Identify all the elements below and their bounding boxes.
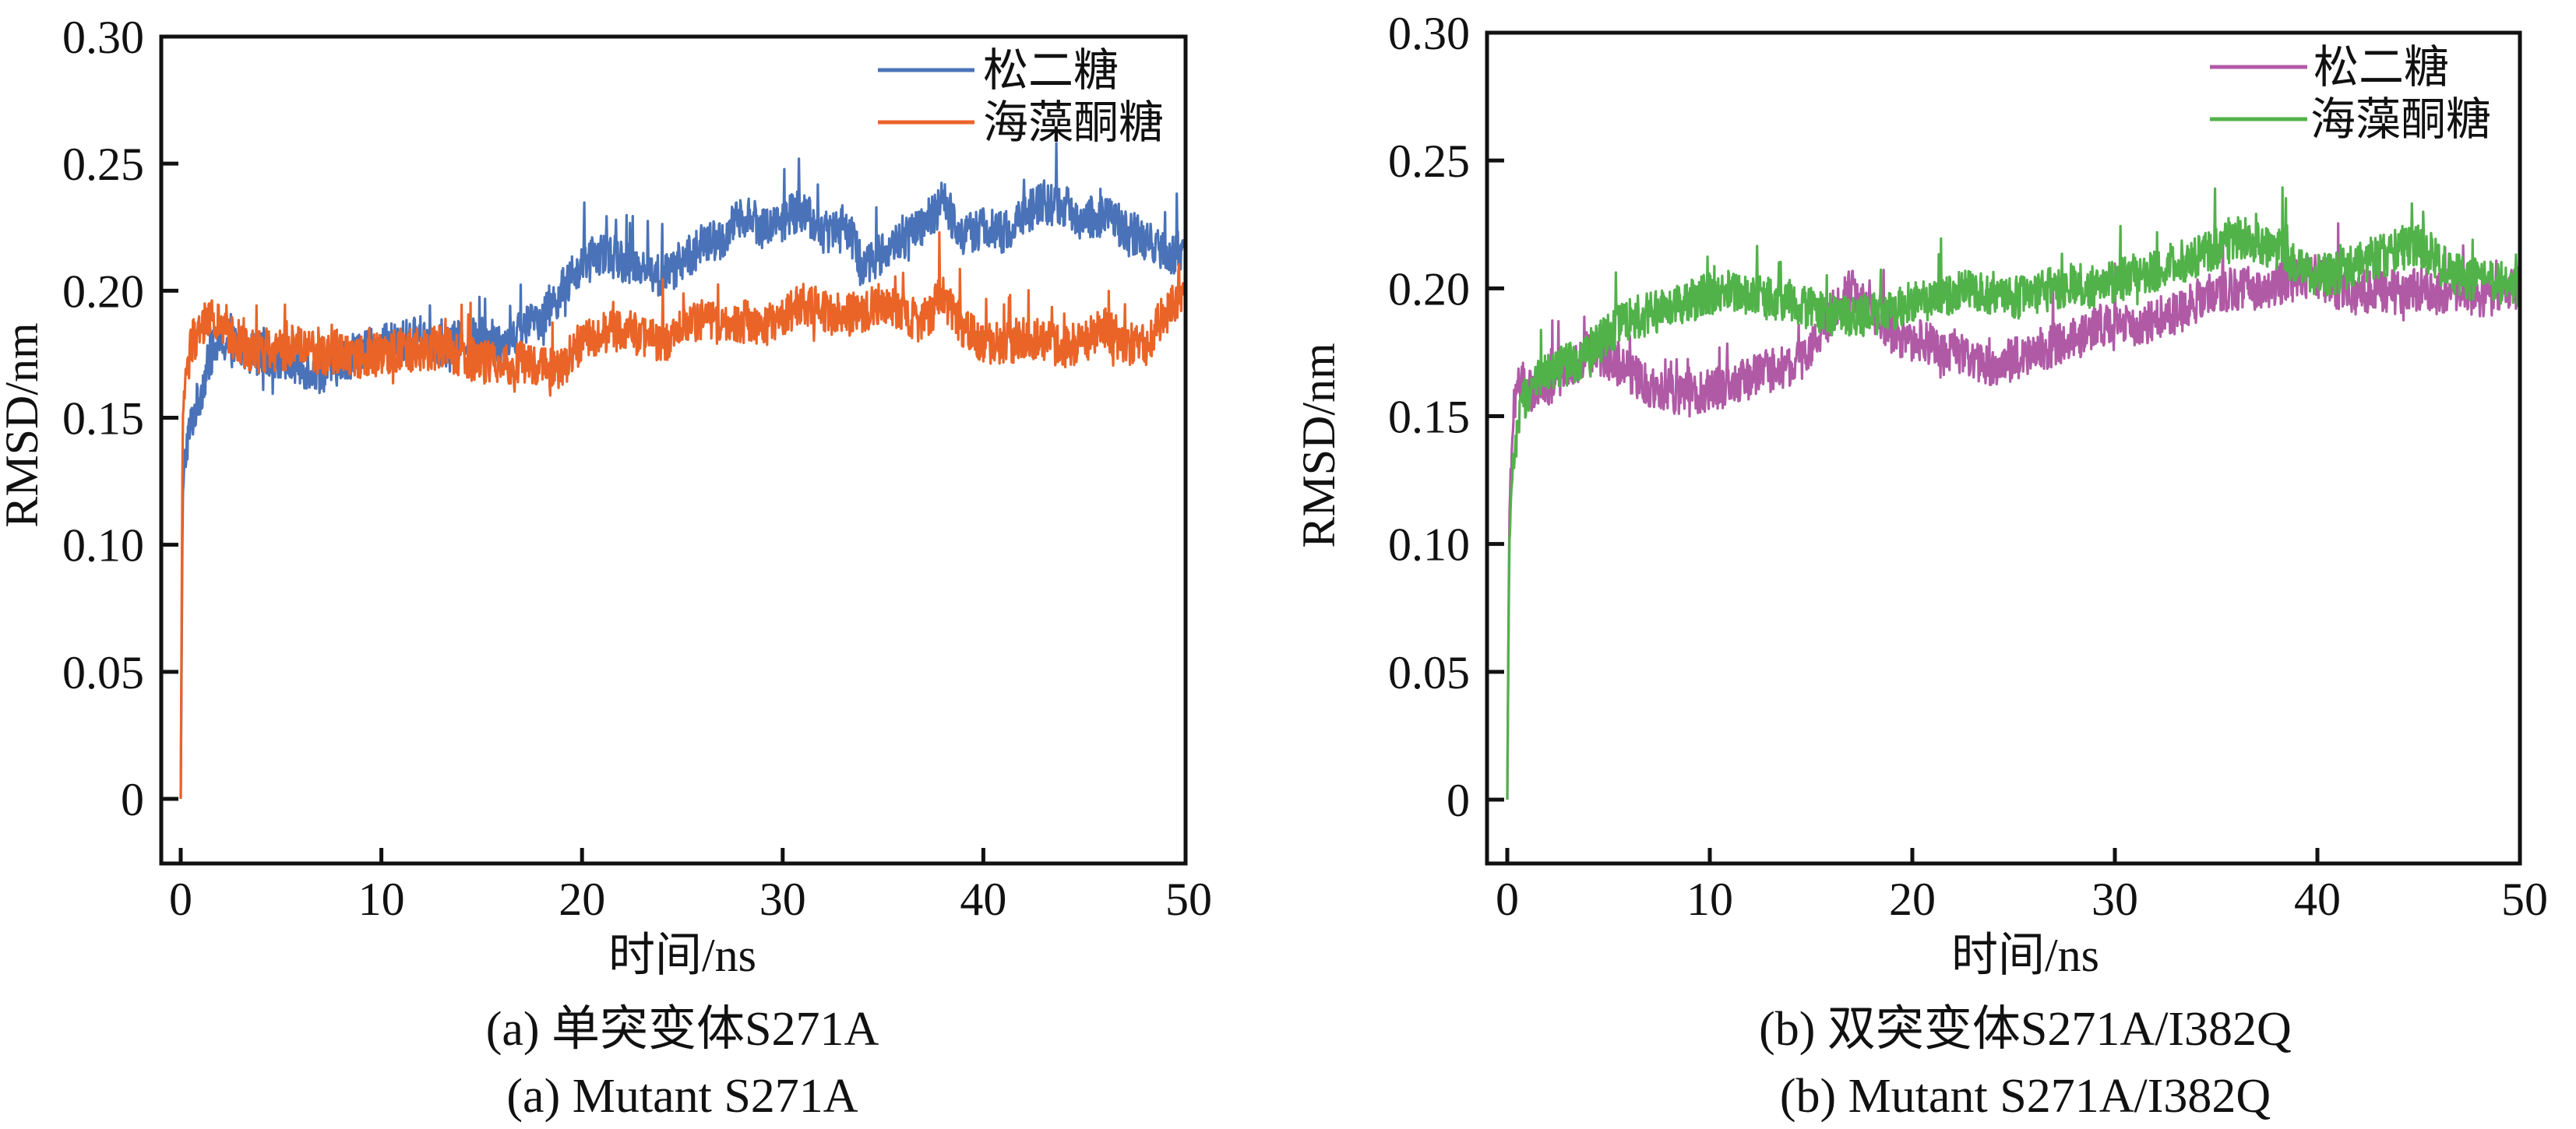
series-line-b-1 [1506, 222, 2521, 800]
y-tick-label-a: 0.10 [62, 520, 144, 572]
series-line-a-2 [179, 230, 1186, 800]
ticks-b: 0 0.05 0.10 0.15 0.20 0.25 0.30 0 10 20 30 40 50 [1388, 8, 2548, 925]
x-tick-label-a: 40 [960, 874, 1006, 925]
legend-a: 松二糖 海藻酮糖 [878, 45, 1164, 148]
caption-cn-b: (b) 双突变体S271A/I382Q [1759, 1003, 2292, 1056]
legend-label-a-1: 松二糖 [983, 45, 1119, 96]
y-tick-label-b: 0.05 [1388, 647, 1470, 698]
chart-panel-a: 0 0.05 0.10 0.15 0.20 0.25 0.30 0 10 20 30 40 50 松二糖… [0, 12, 1212, 1123]
x-axis-title-a: 时间/ns [608, 930, 756, 981]
x-tick-label-a: 10 [358, 874, 405, 925]
y-tick-label-b: 0 [1447, 775, 1470, 826]
series-layer-a [179, 142, 1186, 800]
y-tick-label-b: 0.30 [1388, 8, 1470, 59]
x-tick-label-a: 30 [759, 874, 806, 925]
y-tick-label-b: 0.10 [1388, 519, 1470, 571]
x-tick-label-b: 50 [2501, 874, 2548, 925]
x-tick-label-a: 0 [169, 874, 192, 925]
y-tick-label-b: 0.25 [1388, 135, 1470, 187]
plot-frame-b [1485, 30, 2522, 866]
y-tick-label-a: 0 [121, 774, 144, 825]
x-axis-title-b: 时间/ns [1951, 930, 2099, 981]
chart-panel-b: 0 0.05 0.10 0.15 0.20 0.25 0.30 0 10 20 30 40 50 松二糖… [1293, 8, 2548, 1123]
series-line-a-1 [179, 142, 1186, 800]
caption-en-b: (b) Mutant S271A/I382Q [1780, 1070, 2271, 1123]
y-tick-label-b: 0.20 [1388, 263, 1470, 315]
x-tick-label-a: 50 [1165, 874, 1212, 925]
y-axis-title-b: RMSD/nm [1293, 343, 1344, 547]
x-tick-label-b: 0 [1496, 874, 1519, 925]
plot-frame-a [159, 34, 1188, 866]
series-layer-b [1506, 186, 2521, 800]
y-axis-title-a: RMSD/nm [0, 322, 48, 527]
x-tick-label-b: 30 [2091, 874, 2138, 925]
y-tick-label-a: 0.20 [62, 266, 144, 317]
y-tick-label-a: 0.25 [62, 139, 144, 190]
y-tick-label-b: 0.15 [1388, 392, 1470, 443]
y-tick-label-a: 0.05 [62, 647, 144, 698]
legend-label-a-2: 海藻酮糖 [983, 97, 1164, 148]
x-tick-label-a: 20 [559, 874, 605, 925]
x-tick-label-b: 40 [2294, 874, 2341, 925]
x-tick-label-b: 10 [1686, 874, 1733, 925]
series-line-b-2 [1506, 186, 2521, 800]
caption-en-a: (a) Mutant S271A [506, 1070, 858, 1123]
legend-b: 松二糖 海藻酮糖 [2210, 42, 2491, 145]
caption-cn-a: (a) 单突变体S271A [486, 1003, 879, 1056]
x-tick-label-b: 20 [1889, 874, 1936, 925]
y-tick-label-a: 0.30 [62, 12, 144, 63]
ticks-a: 0 0.05 0.10 0.15 0.20 0.25 0.30 0 10 20 30 40 50 [62, 12, 1212, 925]
legend-label-b-2: 海藻酮糖 [2310, 94, 2491, 145]
legend-label-b-1: 松二糖 [2313, 42, 2449, 93]
y-tick-label-a: 0.15 [62, 393, 144, 445]
